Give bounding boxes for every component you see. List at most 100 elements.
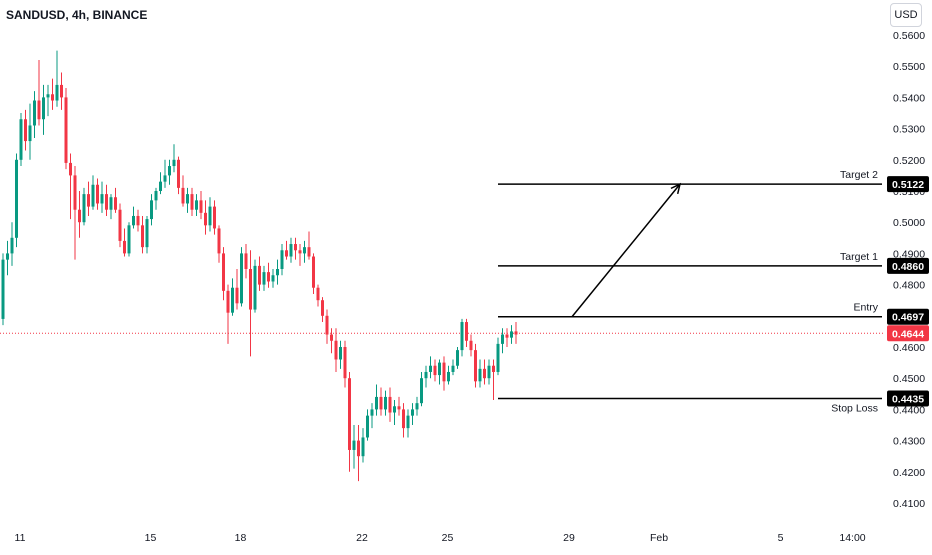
candle: [447, 365, 450, 385]
candle: [298, 244, 302, 266]
candle: [181, 175, 185, 207]
candle: [195, 194, 198, 216]
current-price-tag-text: 0.4644: [892, 328, 924, 340]
candle: [100, 181, 104, 213]
target-2-label: Target 2: [840, 169, 878, 181]
candle-body: [226, 290, 230, 313]
candle: [109, 194, 113, 220]
candle-body: [411, 409, 414, 416]
candle: [348, 371, 351, 472]
candle: [483, 359, 486, 385]
candle: [222, 247, 225, 301]
target-2-price-tag-text: 0.5122: [892, 179, 924, 191]
candle-body: [330, 334, 333, 341]
candle: [465, 318, 468, 347]
candle: [321, 297, 324, 323]
candle-body: [51, 94, 54, 101]
candle-body: [136, 215, 140, 226]
candle-body: [78, 209, 81, 223]
candle-body: [100, 194, 104, 204]
candle-body: [105, 194, 108, 210]
candle: [177, 156, 180, 195]
candle-body: [289, 244, 293, 257]
price-tick-label: 0.4400: [893, 404, 925, 416]
candle-body: [240, 253, 243, 304]
candle: [366, 409, 369, 441]
candle-body: [258, 265, 261, 285]
candle-body: [186, 194, 189, 204]
candle: [105, 184, 108, 216]
candle-body: [339, 347, 342, 360]
candle-body: [343, 347, 347, 379]
candle-body: [217, 228, 221, 254]
candle: [168, 159, 171, 185]
candle: [19, 113, 23, 167]
candle-body: [474, 350, 477, 382]
candle: [402, 403, 405, 438]
candle-body: [496, 343, 500, 372]
time-tick-label: 18: [235, 532, 247, 544]
price-tick-label: 0.4200: [893, 467, 925, 479]
price-tick-label: 0.5600: [893, 30, 925, 42]
candle: [460, 318, 464, 357]
candle-body: [249, 269, 252, 310]
candle: [262, 265, 266, 291]
candle: [69, 153, 72, 220]
candle-body: [334, 340, 338, 360]
target-1-label: Target 1: [840, 251, 878, 263]
candle: [316, 284, 320, 307]
entry-label: Entry: [853, 302, 878, 314]
candle: [60, 72, 63, 110]
candle: [325, 309, 329, 344]
candle: [231, 278, 234, 316]
candle-body: [15, 159, 18, 238]
candle: [28, 103, 32, 160]
candle: [150, 194, 153, 226]
candle: [375, 384, 378, 416]
price-tick-label: 0.5500: [893, 61, 925, 73]
candle: [145, 215, 149, 254]
candle-body: [294, 244, 297, 251]
candle: [303, 240, 306, 263]
time-tick-label: 11: [15, 532, 26, 544]
candle-body: [352, 440, 356, 450]
candle-body: [348, 378, 351, 450]
candle-body: [325, 315, 329, 335]
candle-body: [438, 362, 441, 376]
candle: [6, 240, 9, 276]
candle: [186, 187, 189, 213]
candle: [294, 237, 297, 260]
candle-body: [321, 300, 324, 316]
time-tick-label: 5: [778, 532, 784, 544]
candle: [280, 244, 284, 276]
candle-body: [204, 212, 207, 226]
candle-body: [460, 322, 464, 351]
candle-body: [141, 225, 144, 248]
price-tags-layer: 0.5122 0.4860 0.4697 0.4435 0.4644: [887, 176, 929, 407]
candle-body: [172, 159, 176, 167]
candle-body: [1, 259, 5, 319]
candle-body: [267, 272, 270, 282]
time-tick-label: Feb: [650, 532, 668, 544]
candle-body: [244, 253, 248, 269]
candle-body: [276, 269, 279, 276]
candle: [429, 356, 432, 379]
candle-body: [456, 350, 459, 366]
candle: [240, 247, 243, 307]
candle: [199, 191, 203, 220]
candle: [24, 109, 27, 151]
entry-price-tag-text: 0.4697: [892, 312, 924, 324]
candle-body: [487, 365, 491, 379]
candle-body: [168, 166, 171, 176]
currency-button[interactable]: USD: [890, 3, 922, 27]
time-tick-label: 14:00: [839, 532, 865, 544]
target-1-price-tag-text: 0.4860: [892, 261, 924, 273]
candle: [46, 84, 50, 117]
candle: [474, 343, 477, 388]
candle: [361, 428, 365, 463]
candle: [307, 231, 311, 260]
candle-body: [442, 362, 446, 382]
candle: [276, 259, 279, 285]
